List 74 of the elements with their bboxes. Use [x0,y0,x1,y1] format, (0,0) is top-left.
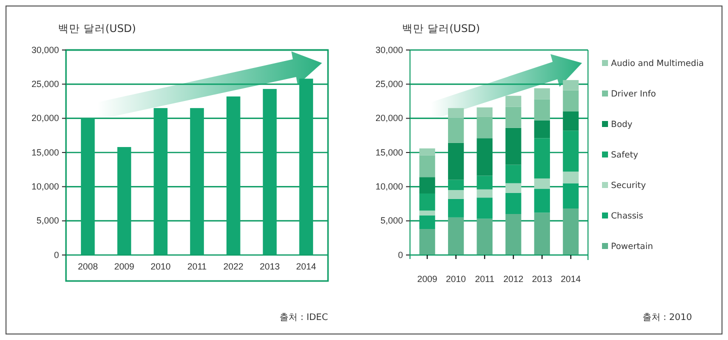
bar [476,198,493,219]
y-tick-label: 25,000 [31,79,59,90]
legend-label: Safety [611,150,638,160]
bar [505,214,522,255]
bar [562,90,579,112]
bar [562,208,579,255]
y-tick-label: 15,000 [31,147,59,158]
bar [419,194,436,211]
bar [534,188,550,213]
legend-label: Chassis [611,212,644,222]
legend-label: Security [611,181,646,191]
bar [419,148,436,156]
bar [505,192,522,214]
bar [534,88,550,100]
y-tick-label: 20,000 [31,113,59,124]
legend-label: Audio and Multimedia [611,59,704,69]
source-note: 출처 : 2010 [642,313,692,323]
y-axis-title: 백만 달러(USD) [402,23,480,35]
y-tick-label: 10,000 [31,182,59,192]
bar [476,189,493,198]
y-tick-label: 20,000 [375,113,403,124]
y-axis-title: 백만 달러(USD) [58,23,136,35]
y-tick-label: 0 [54,250,59,260]
bar [505,164,522,184]
x-tick-label: 2014 [296,262,316,272]
bar [448,142,464,180]
bar [419,210,436,216]
bar [534,99,550,120]
x-tick-label: 2008 [78,262,98,272]
bar [505,183,522,193]
x-tick-label: 2022 [223,262,244,272]
bar [448,118,464,143]
y-tick-label: 25,000 [375,79,403,90]
bar [419,229,436,255]
x-tick-label: 2013 [260,262,280,272]
source-note: 출처 : IDEC [280,313,328,323]
y-tick-label: 10,000 [375,182,403,192]
x-tick-label: 2010 [446,274,466,284]
x-tick-label: 2009 [417,274,438,284]
legend-label: Body [611,120,632,130]
x-tick-label: 2011 [187,262,207,272]
bar [448,108,464,118]
y-tick-label: 0 [398,250,403,260]
bar [448,217,464,255]
x-tick-label: 2013 [532,274,552,284]
y-tick-label: 30,000 [31,44,59,55]
bar [505,106,522,128]
legend-label: Driver Info [611,90,656,100]
bar [476,107,493,117]
bar [562,112,579,131]
y-tick-label: 5,000 [36,216,59,226]
x-tick-label: 2009 [114,262,134,272]
x-tick-label: 2012 [503,274,524,284]
bar [562,80,579,90]
bar [534,212,550,255]
legend-label: Powertain [611,242,653,252]
bar [476,218,493,255]
y-tick-label: 5,000 [380,216,403,226]
bar [476,116,493,138]
bar [534,120,550,138]
x-tick-label: 2011 [474,274,494,284]
bar [505,96,522,107]
bar [448,190,464,199]
bar [476,138,493,176]
bar [562,172,579,184]
bar [505,128,522,165]
x-tick-label: 2010 [150,262,171,272]
bar [419,177,436,194]
bar [419,155,436,178]
y-tick-label: 15,000 [375,147,403,158]
x-tick-label: 2014 [560,274,581,284]
bar [534,178,550,189]
bar [448,198,464,218]
y-tick-label: 30,000 [375,44,403,55]
